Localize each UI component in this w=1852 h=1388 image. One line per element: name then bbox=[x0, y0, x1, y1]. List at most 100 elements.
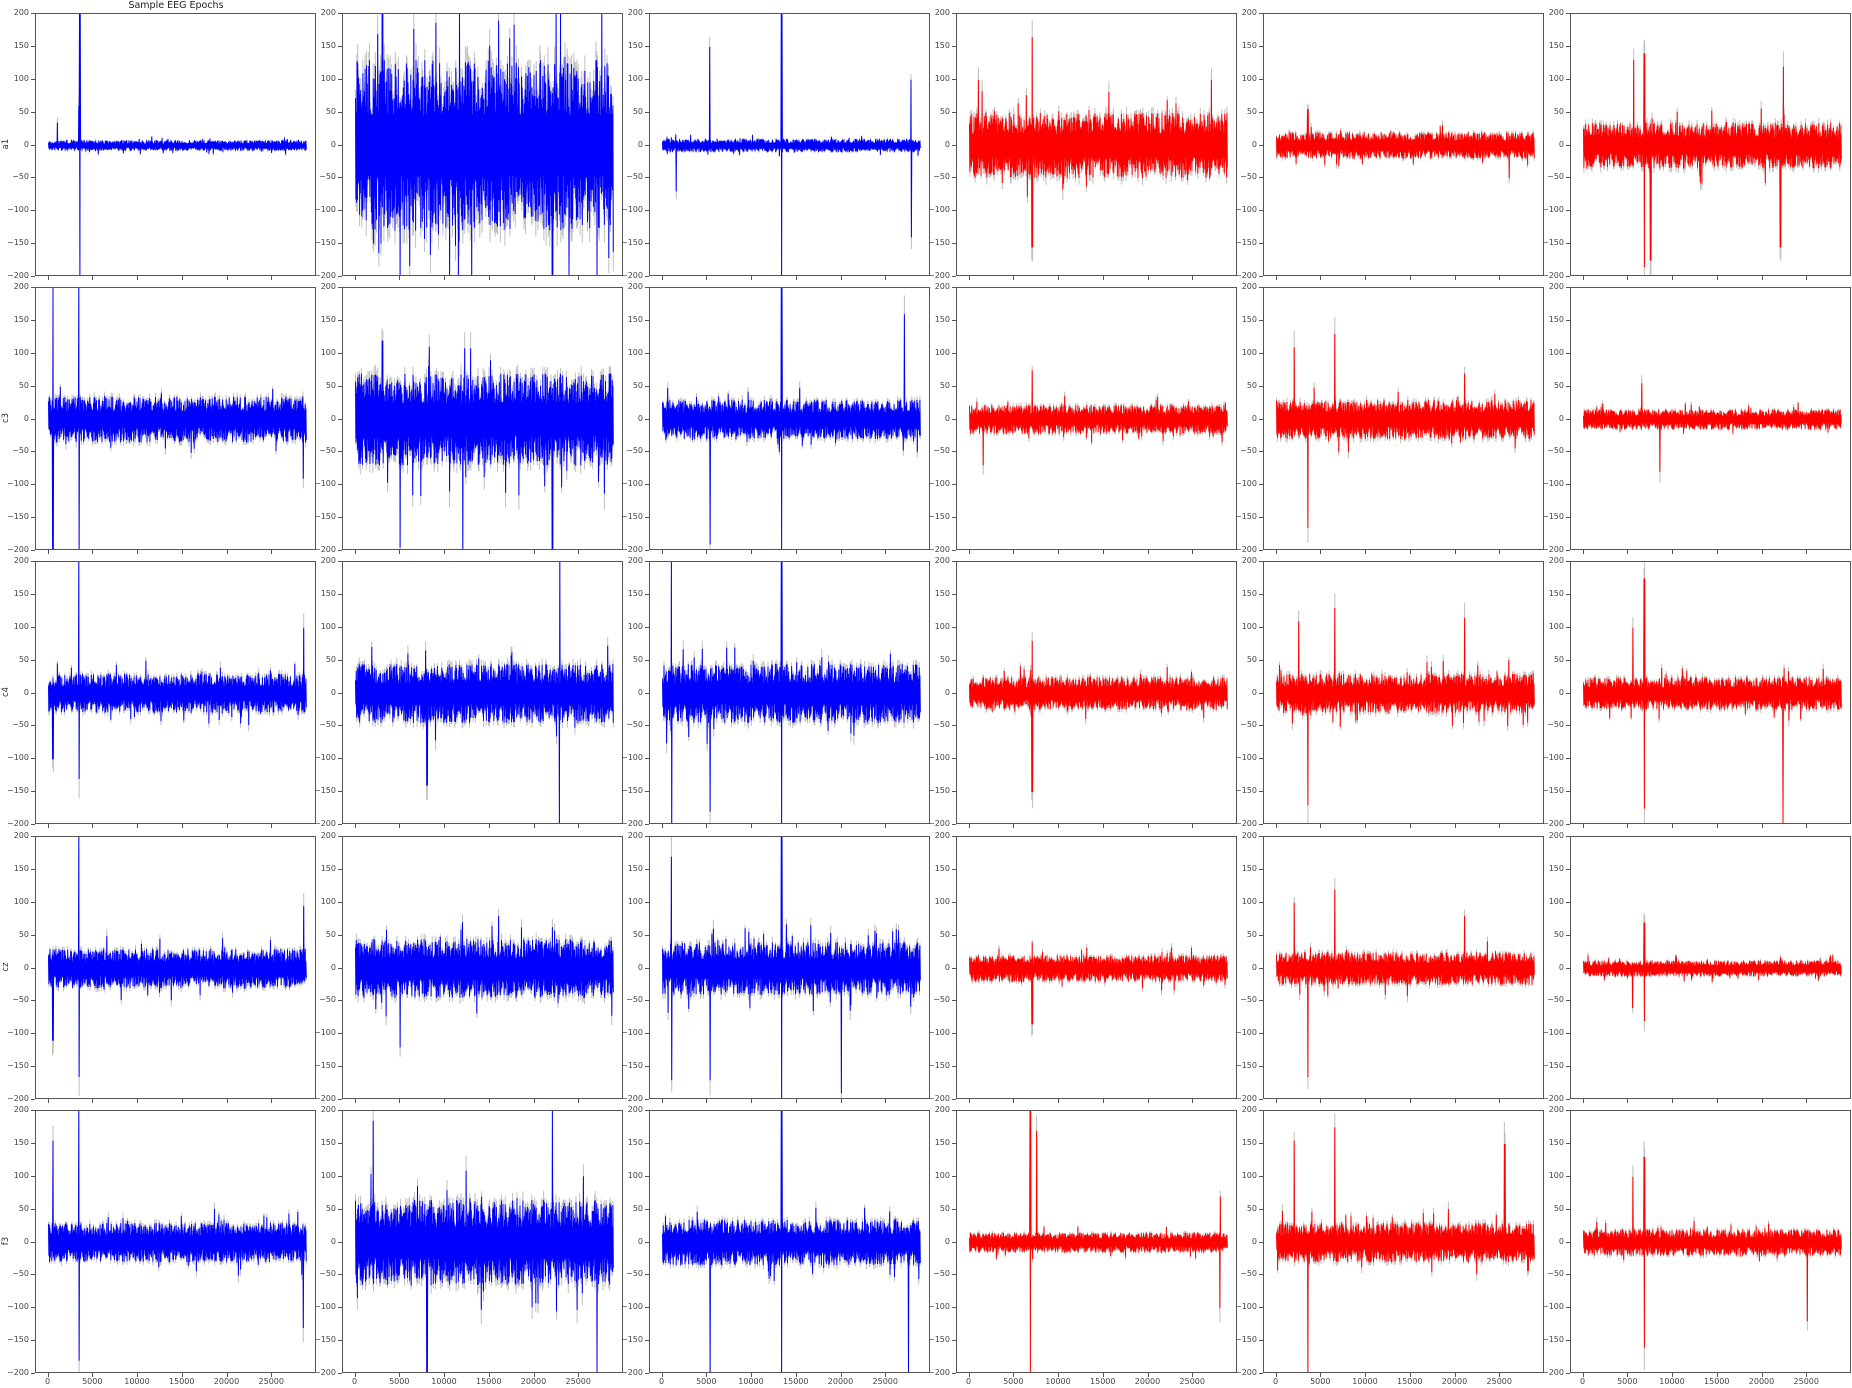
y-tick-label: 0 bbox=[1251, 687, 1257, 697]
subplot-f3-5 bbox=[1263, 1110, 1544, 1373]
y-tick-mark bbox=[952, 626, 956, 628]
eeg-trace bbox=[48, 562, 307, 799]
y-tick-label: −50 bbox=[1547, 1269, 1564, 1279]
y-tick-label: −150 bbox=[7, 512, 29, 522]
y-tick-label: 100 bbox=[1241, 621, 1257, 631]
y-tick-label: 50 bbox=[1553, 929, 1564, 939]
x-tick-mark bbox=[1147, 1099, 1149, 1103]
y-tick-label: −100 bbox=[1235, 205, 1257, 215]
y-tick-mark bbox=[1566, 287, 1570, 288]
x-tick-label: 0 bbox=[44, 1377, 51, 1386]
x-tick-mark bbox=[661, 550, 663, 554]
y-tick-mark bbox=[31, 836, 35, 837]
x-tick-mark bbox=[92, 550, 94, 554]
y-tick-mark bbox=[645, 868, 649, 870]
x-tick-mark bbox=[1627, 550, 1629, 554]
y-tick-label: −200 bbox=[621, 819, 643, 828]
y-tick-mark bbox=[338, 1066, 342, 1068]
y-tick-mark bbox=[1566, 517, 1570, 519]
x-tick-mark bbox=[1275, 276, 1277, 280]
x-tick-mark bbox=[1761, 550, 1763, 554]
y-tick-mark bbox=[1566, 561, 1570, 562]
y-tick-label: 0 bbox=[330, 139, 336, 149]
y-tick-mark bbox=[1566, 1000, 1570, 1002]
y-tick-mark bbox=[1566, 791, 1570, 793]
x-tick-mark bbox=[1320, 276, 1322, 280]
y-tick-mark bbox=[1259, 791, 1263, 793]
y-tick-label: −150 bbox=[1542, 1335, 1564, 1345]
x-tick-label: 10000 bbox=[1659, 1377, 1685, 1386]
y-tick-label: 100 bbox=[934, 896, 950, 906]
x-tick-mark bbox=[1102, 276, 1104, 280]
y-tick-label: 100 bbox=[627, 896, 643, 906]
subplot-c3-3 bbox=[649, 287, 930, 550]
y-tick-label: −50 bbox=[1547, 995, 1564, 1005]
y-tick-mark bbox=[1566, 111, 1570, 113]
x-tick-mark bbox=[533, 1099, 535, 1103]
y-tick-label: 150 bbox=[1241, 1137, 1257, 1147]
y-tick-mark bbox=[1259, 659, 1263, 661]
y-tick-mark bbox=[645, 1274, 649, 1276]
y-tick-label: −50 bbox=[626, 720, 643, 730]
x-tick-mark bbox=[1320, 824, 1322, 828]
y-tick-label: 150 bbox=[13, 1137, 29, 1147]
eeg-trace bbox=[355, 1111, 614, 1372]
y-tick-label: −50 bbox=[933, 1269, 950, 1279]
y-tick-mark bbox=[645, 352, 649, 354]
x-tick-mark bbox=[1013, 1373, 1015, 1377]
y-tick-mark bbox=[952, 78, 956, 80]
y-tick-mark bbox=[31, 1000, 35, 1002]
y-tick-label: 0 bbox=[1558, 962, 1564, 972]
y-tick-mark bbox=[645, 144, 649, 146]
y-tick-label: 100 bbox=[320, 347, 336, 357]
y-tick-label: −200 bbox=[621, 1094, 643, 1103]
y-tick-label: −50 bbox=[1240, 995, 1257, 1005]
eeg-trace bbox=[355, 909, 614, 1057]
y-tick-mark bbox=[31, 1307, 35, 1309]
y-tick-label: 100 bbox=[1241, 347, 1257, 357]
y-tick-label: 200 bbox=[320, 282, 336, 291]
subplot-c3-1 bbox=[35, 287, 316, 550]
y-tick-mark bbox=[645, 1110, 649, 1111]
y-tick-mark bbox=[31, 111, 35, 113]
y-tick-label: −50 bbox=[12, 1269, 29, 1279]
eeg-trace bbox=[662, 1111, 921, 1372]
y-tick-label: 0 bbox=[637, 687, 643, 697]
y-tick-label: 150 bbox=[13, 314, 29, 324]
y-tick-label: −100 bbox=[621, 479, 643, 489]
x-tick-mark bbox=[444, 276, 446, 280]
y-tick-mark bbox=[952, 561, 956, 562]
x-tick-mark bbox=[226, 1099, 228, 1103]
y-tick-label: 150 bbox=[1241, 314, 1257, 324]
subplot-c3-6 bbox=[1570, 287, 1851, 550]
y-tick-label: 100 bbox=[627, 1170, 643, 1180]
y-tick-label: 0 bbox=[944, 687, 950, 697]
y-tick-mark bbox=[31, 484, 35, 486]
y-tick-mark bbox=[952, 1241, 956, 1243]
x-tick-mark bbox=[1058, 276, 1060, 280]
y-tick-mark bbox=[338, 276, 342, 277]
x-tick-label: 5000 bbox=[82, 1377, 103, 1386]
y-tick-mark bbox=[1259, 144, 1263, 146]
x-tick-mark bbox=[1716, 824, 1718, 828]
y-tick-label: 50 bbox=[18, 106, 29, 116]
y-tick-label: −150 bbox=[928, 512, 950, 522]
x-tick-mark bbox=[444, 1373, 446, 1377]
y-tick-label: 50 bbox=[325, 380, 336, 390]
y-tick-mark bbox=[952, 791, 956, 793]
y-tick-mark bbox=[338, 484, 342, 486]
x-tick-mark bbox=[92, 1099, 94, 1103]
y-tick-label: −150 bbox=[7, 1061, 29, 1071]
y-tick-label: 200 bbox=[627, 831, 643, 840]
x-tick-mark bbox=[1102, 550, 1104, 554]
x-tick-mark bbox=[661, 1373, 663, 1377]
x-tick-mark bbox=[1365, 276, 1367, 280]
y-tick-mark bbox=[31, 824, 35, 825]
y-tick-label: 150 bbox=[320, 314, 336, 324]
y-tick-mark bbox=[338, 1175, 342, 1177]
y-tick-mark bbox=[338, 1274, 342, 1276]
x-tick-label: 25000 bbox=[565, 1377, 591, 1386]
x-tick-mark bbox=[1672, 1373, 1674, 1377]
x-tick-mark bbox=[840, 1373, 842, 1377]
y-tick-label: −100 bbox=[928, 205, 950, 215]
